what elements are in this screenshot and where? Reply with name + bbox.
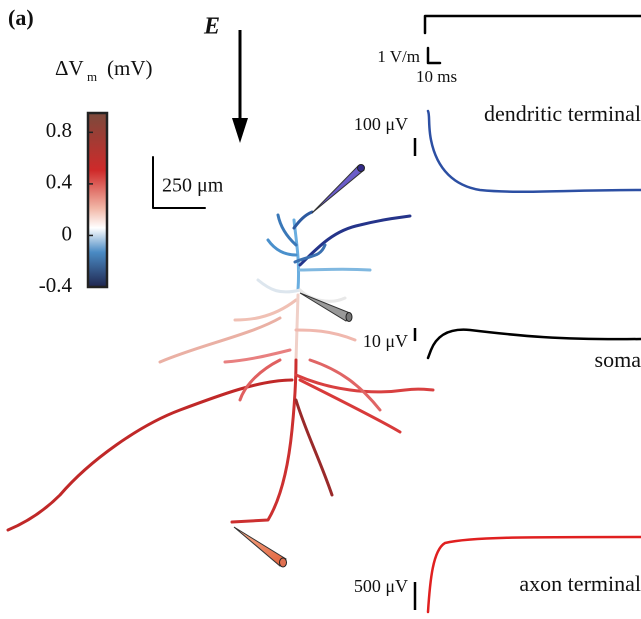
axon-trace [426,535,641,614]
field-arrow [232,30,248,143]
colorbar-tick-label: 0.8 [46,118,72,142]
colorbar [86,111,109,289]
colorbar-symbol: ΔV [55,56,84,80]
electrode [233,164,365,568]
stimulus-amplitude: 1 V/m [377,47,420,66]
neuron [6,210,435,532]
colorbar-tick-label: 0.4 [46,170,73,194]
soma-trace [426,328,641,360]
stimulus-trace [423,14,641,35]
scale-bar-label: 250 μm [162,175,224,197]
colorbar-tick-label: -0.4 [39,273,73,297]
trace-scale: 10 μV [363,331,408,351]
panel-label: (a) [8,5,34,30]
trace-scale: 100 μV [354,114,408,134]
colorbar-tick-label: 0 [62,221,73,245]
trace-name: axon terminal [519,571,641,596]
trace-scale: 500 μV [354,576,408,596]
trace-name: dendritic terminal [484,101,641,126]
field-label: E [203,14,220,40]
stimulus-time: 10 ms [416,67,457,86]
stimulus-scale [426,46,442,65]
colorbar-subscript: m [87,69,97,84]
scale-bar [152,156,206,209]
dendritic-trace [426,109,641,194]
colorbar-unit: (mV) [107,56,153,80]
trace-name: soma [595,347,641,372]
